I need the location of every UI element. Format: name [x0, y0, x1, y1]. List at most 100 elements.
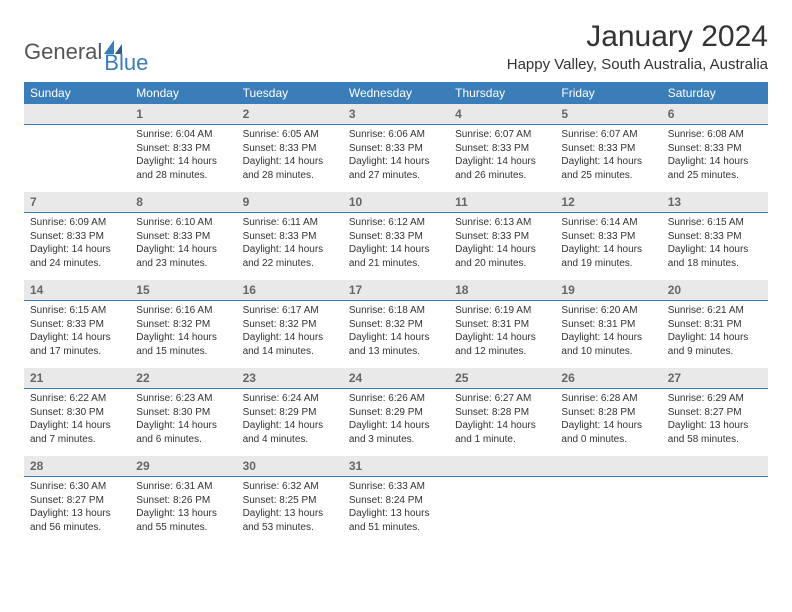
daylight-text: Daylight: 14 hours and 28 minutes.	[243, 155, 337, 182]
sunrise-text: Sunrise: 6:17 AM	[243, 304, 337, 318]
header: General Blue January 2024 Happy Valley, …	[24, 20, 768, 76]
sunset-text: Sunset: 8:31 PM	[455, 318, 549, 332]
day-cell: Sunrise: 6:04 AMSunset: 8:33 PMDaylight:…	[130, 125, 236, 193]
sunrise-text: Sunrise: 6:30 AM	[30, 480, 124, 494]
daylight-text: Daylight: 14 hours and 23 minutes.	[136, 243, 230, 270]
daylight-text: Daylight: 14 hours and 26 minutes.	[455, 155, 549, 182]
day-of-week-row: SundayMondayTuesdayWednesdayThursdayFrid…	[24, 82, 768, 104]
sunset-text: Sunset: 8:33 PM	[136, 142, 230, 156]
daylight-text: Daylight: 14 hours and 14 minutes.	[243, 331, 337, 358]
sunrise-text: Sunrise: 6:07 AM	[455, 128, 549, 142]
day-cell: Sunrise: 6:31 AMSunset: 8:26 PMDaylight:…	[130, 477, 236, 545]
sunset-text: Sunset: 8:30 PM	[30, 406, 124, 420]
day-cell: Sunrise: 6:11 AMSunset: 8:33 PMDaylight:…	[237, 213, 343, 281]
day-number-cell: 26	[555, 368, 661, 389]
daylight-text: Daylight: 14 hours and 18 minutes.	[668, 243, 762, 270]
sunset-text: Sunset: 8:24 PM	[349, 494, 443, 508]
daylight-text: Daylight: 14 hours and 27 minutes.	[349, 155, 443, 182]
day-number-cell: 20	[662, 280, 768, 301]
day-number-cell: 30	[237, 456, 343, 477]
day-cell: Sunrise: 6:21 AMSunset: 8:31 PMDaylight:…	[662, 301, 768, 369]
day-number-cell: 3	[343, 104, 449, 125]
day-cell: Sunrise: 6:27 AMSunset: 8:28 PMDaylight:…	[449, 389, 555, 457]
day-number-row: 123456	[24, 104, 768, 125]
sunset-text: Sunset: 8:33 PM	[243, 142, 337, 156]
sunrise-text: Sunrise: 6:28 AM	[561, 392, 655, 406]
sunrise-text: Sunrise: 6:19 AM	[455, 304, 549, 318]
daylight-text: Daylight: 14 hours and 17 minutes.	[30, 331, 124, 358]
daylight-text: Daylight: 14 hours and 15 minutes.	[136, 331, 230, 358]
sunrise-text: Sunrise: 6:18 AM	[349, 304, 443, 318]
sunrise-text: Sunrise: 6:14 AM	[561, 216, 655, 230]
sunset-text: Sunset: 8:31 PM	[561, 318, 655, 332]
day-cell	[555, 477, 661, 545]
daylight-text: Daylight: 14 hours and 13 minutes.	[349, 331, 443, 358]
day-cell: Sunrise: 6:30 AMSunset: 8:27 PMDaylight:…	[24, 477, 130, 545]
daylight-text: Daylight: 13 hours and 55 minutes.	[136, 507, 230, 534]
day-cell: Sunrise: 6:24 AMSunset: 8:29 PMDaylight:…	[237, 389, 343, 457]
day-number-cell: 18	[449, 280, 555, 301]
sunset-text: Sunset: 8:32 PM	[243, 318, 337, 332]
sunset-text: Sunset: 8:33 PM	[349, 142, 443, 156]
sunset-text: Sunset: 8:31 PM	[668, 318, 762, 332]
sunset-text: Sunset: 8:25 PM	[243, 494, 337, 508]
sunset-text: Sunset: 8:33 PM	[668, 230, 762, 244]
day-number-cell: 29	[130, 456, 236, 477]
sunrise-text: Sunrise: 6:10 AM	[136, 216, 230, 230]
day-number-cell: 25	[449, 368, 555, 389]
daylight-text: Daylight: 14 hours and 19 minutes.	[561, 243, 655, 270]
sunset-text: Sunset: 8:33 PM	[136, 230, 230, 244]
location-text: Happy Valley, South Australia, Australia	[507, 56, 768, 73]
day-body-row: Sunrise: 6:04 AMSunset: 8:33 PMDaylight:…	[24, 125, 768, 193]
day-number-row: 78910111213	[24, 192, 768, 213]
sunrise-text: Sunrise: 6:15 AM	[30, 304, 124, 318]
daylight-text: Daylight: 14 hours and 25 minutes.	[668, 155, 762, 182]
sunset-text: Sunset: 8:29 PM	[243, 406, 337, 420]
sunrise-text: Sunrise: 6:12 AM	[349, 216, 443, 230]
sunset-text: Sunset: 8:33 PM	[30, 318, 124, 332]
sunset-text: Sunset: 8:29 PM	[349, 406, 443, 420]
sunset-text: Sunset: 8:33 PM	[561, 142, 655, 156]
daylight-text: Daylight: 14 hours and 28 minutes.	[136, 155, 230, 182]
day-number-cell: 21	[24, 368, 130, 389]
daylight-text: Daylight: 14 hours and 7 minutes.	[30, 419, 124, 446]
day-number-row: 21222324252627	[24, 368, 768, 389]
sunrise-text: Sunrise: 6:23 AM	[136, 392, 230, 406]
day-body-row: Sunrise: 6:09 AMSunset: 8:33 PMDaylight:…	[24, 213, 768, 281]
sunrise-text: Sunrise: 6:08 AM	[668, 128, 762, 142]
day-number-cell: 9	[237, 192, 343, 213]
day-number-row: 14151617181920	[24, 280, 768, 301]
sunset-text: Sunset: 8:33 PM	[668, 142, 762, 156]
day-number-row: 28293031	[24, 456, 768, 477]
day-number-cell: 27	[662, 368, 768, 389]
day-cell	[24, 125, 130, 193]
sunrise-text: Sunrise: 6:33 AM	[349, 480, 443, 494]
day-number-cell: 11	[449, 192, 555, 213]
daylight-text: Daylight: 14 hours and 3 minutes.	[349, 419, 443, 446]
day-number-cell: 31	[343, 456, 449, 477]
day-cell: Sunrise: 6:29 AMSunset: 8:27 PMDaylight:…	[662, 389, 768, 457]
day-number-cell: 5	[555, 104, 661, 125]
sunrise-text: Sunrise: 6:11 AM	[243, 216, 337, 230]
day-number-cell: 13	[662, 192, 768, 213]
day-cell: Sunrise: 6:14 AMSunset: 8:33 PMDaylight:…	[555, 213, 661, 281]
day-cell	[662, 477, 768, 545]
day-cell	[449, 477, 555, 545]
daylight-text: Daylight: 14 hours and 4 minutes.	[243, 419, 337, 446]
day-number-cell: 24	[343, 368, 449, 389]
daylight-text: Daylight: 14 hours and 25 minutes.	[561, 155, 655, 182]
logo-text-blue: Blue	[104, 50, 148, 76]
sunset-text: Sunset: 8:33 PM	[243, 230, 337, 244]
sunrise-text: Sunrise: 6:24 AM	[243, 392, 337, 406]
day-cell: Sunrise: 6:13 AMSunset: 8:33 PMDaylight:…	[449, 213, 555, 281]
day-number-cell: 23	[237, 368, 343, 389]
day-cell: Sunrise: 6:15 AMSunset: 8:33 PMDaylight:…	[662, 213, 768, 281]
day-cell: Sunrise: 6:33 AMSunset: 8:24 PMDaylight:…	[343, 477, 449, 545]
day-number-cell: 6	[662, 104, 768, 125]
sunset-text: Sunset: 8:32 PM	[349, 318, 443, 332]
sunset-text: Sunset: 8:30 PM	[136, 406, 230, 420]
day-of-week-header: Sunday	[24, 82, 130, 104]
day-cell: Sunrise: 6:28 AMSunset: 8:28 PMDaylight:…	[555, 389, 661, 457]
day-number-cell: 16	[237, 280, 343, 301]
day-cell: Sunrise: 6:10 AMSunset: 8:33 PMDaylight:…	[130, 213, 236, 281]
